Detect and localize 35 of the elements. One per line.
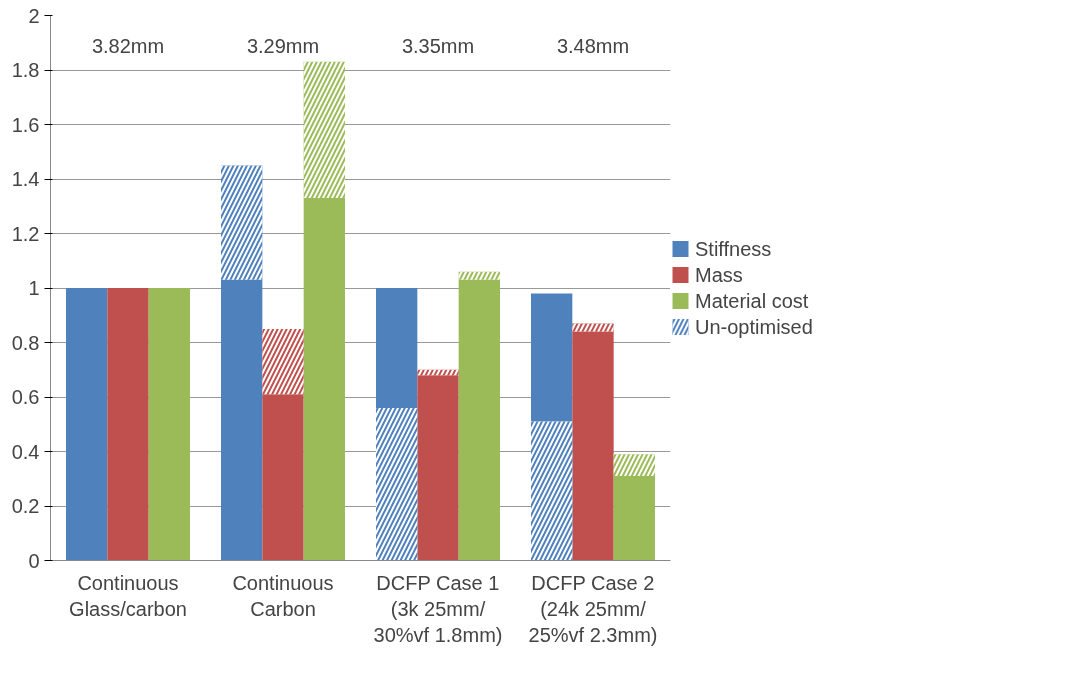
- y-tick-label: 0.2: [11, 495, 40, 517]
- bar: [417, 375, 459, 561]
- y-tick-label: 1.2: [11, 222, 40, 245]
- bar: [262, 394, 304, 561]
- bar: [531, 293, 573, 422]
- x-tick-label: DCFP Case 1 (3k 25mm/ 30%vf 1.8mm): [373, 571, 503, 647]
- bar: [376, 288, 418, 408]
- legend-label: Un-optimised: [695, 315, 813, 338]
- y-tick-label: 1.4: [11, 168, 40, 190]
- bar: [66, 288, 108, 561]
- annotation: 3.48mm: [556, 34, 630, 57]
- y-tick-label: 1: [28, 277, 40, 299]
- y-tick-label: 0: [28, 549, 40, 572]
- bar: [107, 288, 149, 561]
- y-tick-label: 0.8: [11, 331, 40, 354]
- x-tick-label: Continuous Carbon: [232, 571, 334, 620]
- annotation: 3.82mm: [91, 34, 165, 57]
- legend-label: Stiffness: [695, 237, 772, 260]
- annotation: 3.29mm: [246, 34, 320, 57]
- y-tick-label: 1.8: [11, 59, 40, 81]
- annotation: 3.35mm: [401, 34, 475, 57]
- bar: [148, 288, 190, 561]
- bar: [458, 279, 500, 561]
- y-tick-label: 0.6: [11, 386, 40, 408]
- y-tick-label: 0.4: [11, 440, 40, 463]
- legend-label: Mass: [695, 263, 743, 286]
- bar: [221, 279, 263, 561]
- x-tick-label: DCFP Case 2 (24k 25mm/ 25%vf 2.3mm): [528, 571, 658, 647]
- y-tick-label: 1.6: [11, 113, 40, 136]
- bar: [613, 476, 655, 561]
- bar: [303, 198, 345, 561]
- y-tick-label: 2: [28, 4, 40, 27]
- legend-label: Material cost: [695, 289, 809, 312]
- bar: [572, 331, 614, 561]
- x-tick-label: Continuous Glass/carbon: [69, 571, 187, 620]
